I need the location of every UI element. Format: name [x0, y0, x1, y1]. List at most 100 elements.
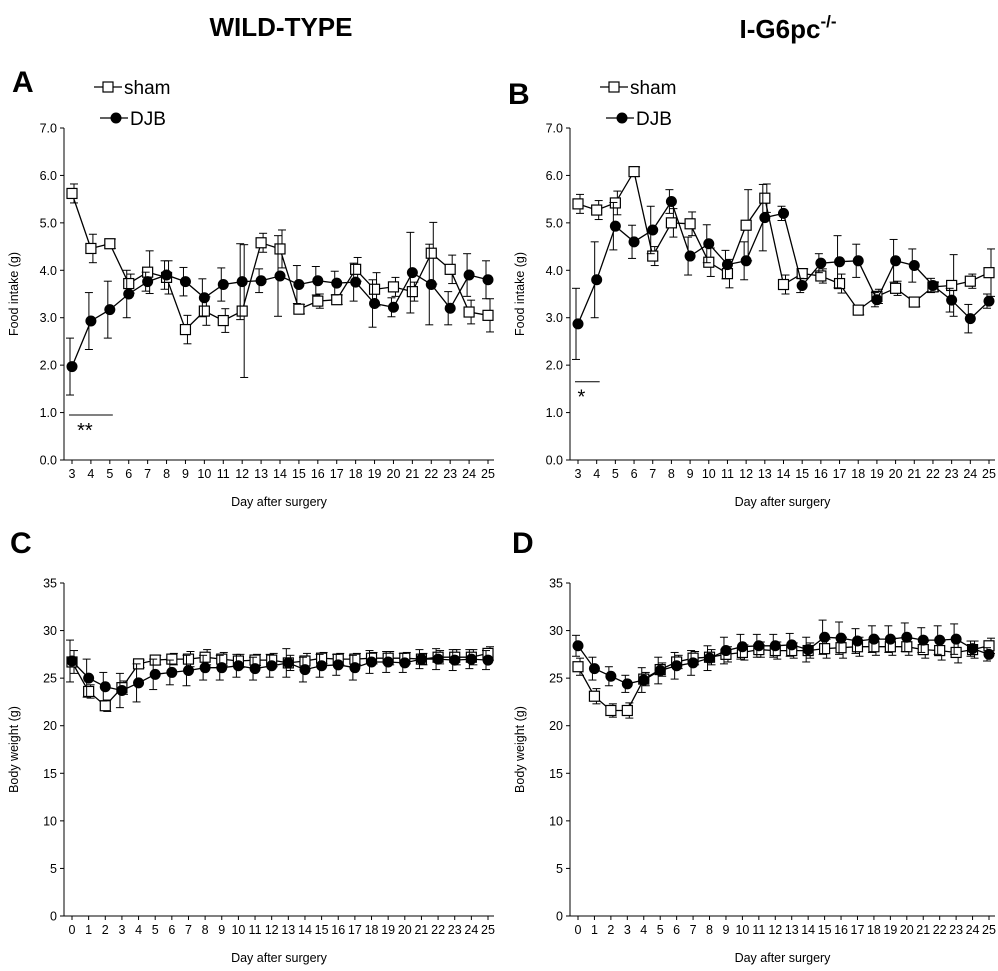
data-point-sham: [759, 192, 771, 204]
data-point-djb: [332, 659, 344, 671]
y-tick-label: 7.0: [546, 122, 563, 136]
x-tick-label: 5: [152, 923, 159, 937]
x-tick-label: 0: [575, 923, 582, 937]
y-tick-label: 10: [549, 814, 563, 828]
x-tick-label: 4: [87, 467, 94, 481]
x-axis-label: Day after surgery: [231, 951, 328, 965]
data-point-sham: [777, 278, 790, 291]
data-point-sham: [123, 277, 135, 290]
data-point-sham: [66, 187, 78, 200]
x-tick-label: 22: [424, 467, 438, 481]
x-tick-label: 15: [292, 467, 306, 481]
data-point-djb: [415, 653, 427, 665]
x-tick-label: 17: [330, 467, 344, 481]
data-point-djb: [249, 663, 261, 675]
x-tick-label: 8: [202, 923, 209, 937]
data-point-sham: [199, 651, 211, 663]
data-point-djb: [967, 643, 979, 655]
x-tick-label: 16: [311, 467, 325, 481]
data-point-djb: [331, 277, 343, 289]
x-tick-label: 14: [298, 923, 312, 937]
data-point-sham: [350, 263, 362, 275]
x-tick-label: 3: [69, 467, 76, 481]
data-point-djb: [819, 631, 831, 643]
data-point-sham: [591, 204, 603, 216]
x-tick-label: 19: [381, 923, 395, 937]
x-tick-label: 16: [814, 467, 828, 481]
x-tick-label: 20: [387, 467, 401, 481]
y-tick-label: 5: [50, 862, 57, 876]
data-point-sham: [572, 198, 584, 210]
x-tick-label: 25: [481, 467, 495, 481]
data-point-sham: [815, 270, 827, 282]
data-point-sham: [236, 305, 248, 317]
data-point-djb: [465, 653, 477, 665]
legend-marker-sham: [102, 81, 114, 93]
x-tick-label: 13: [281, 923, 295, 937]
x-tick-label: 19: [368, 467, 382, 481]
column-title-wild-type: WILD-TYPE: [210, 12, 353, 42]
data-point-djb: [149, 668, 161, 680]
x-tick-label: 23: [448, 923, 462, 937]
data-point-djb: [778, 207, 789, 219]
data-point-sham: [149, 654, 161, 666]
x-tick-label: 18: [365, 923, 379, 937]
data-point-djb: [901, 631, 913, 643]
data-point-djb: [687, 657, 699, 669]
data-point-djb: [835, 632, 847, 644]
x-tick-label: 17: [851, 923, 865, 937]
x-tick-label: 3: [575, 467, 582, 481]
legend-label-djb: DJB: [130, 109, 166, 130]
data-point-djb: [927, 279, 939, 291]
data-point-djb: [99, 681, 111, 693]
x-tick-label: 7: [185, 923, 192, 937]
data-point-djb: [216, 662, 228, 674]
x-tick-label: 12: [768, 923, 782, 937]
data-point-sham: [721, 268, 734, 280]
data-point-djb: [917, 634, 929, 646]
x-tick-label: 23: [949, 923, 963, 937]
data-point-djb: [983, 295, 995, 307]
x-tick-label: 23: [443, 467, 457, 481]
data-point-sham: [740, 219, 752, 231]
x-tick-label: 11: [752, 923, 765, 937]
x-tick-label: 1: [85, 923, 92, 937]
series-djb: [572, 183, 995, 360]
y-axis-label: Body weight (g): [513, 706, 527, 793]
x-axis-label: Day after surgery: [231, 495, 328, 509]
x-tick-label: 22: [926, 467, 940, 481]
x-tick-label: 24: [966, 923, 980, 937]
x-tick-label: 14: [801, 923, 815, 937]
x-tick-label: 9: [722, 923, 729, 937]
legend-label-djb: DJB: [636, 109, 672, 130]
x-tick-label: 4: [593, 467, 600, 481]
x-tick-label: 6: [673, 923, 680, 937]
x-tick-label: 9: [687, 467, 694, 481]
data-point-djb: [369, 297, 381, 309]
x-tick-label: 24: [462, 467, 476, 481]
y-tick-label: 1.0: [546, 406, 563, 420]
data-point-sham: [217, 314, 229, 327]
data-point-djb: [851, 635, 863, 647]
legend: sham DJB: [600, 78, 676, 130]
x-tick-label: 7: [144, 467, 151, 481]
x-tick-label: 10: [231, 923, 245, 937]
data-point-djb: [740, 255, 752, 267]
x-tick-label: 11: [249, 923, 262, 937]
y-tick-label: 0: [556, 910, 563, 924]
data-point-djb: [638, 674, 650, 686]
series-sham: [66, 183, 494, 378]
x-tick-label: 8: [163, 467, 170, 481]
data-point-djb: [382, 656, 394, 668]
data-point-djb: [834, 256, 846, 268]
data-point-djb: [665, 196, 677, 208]
legend-marker-sham: [608, 81, 620, 93]
y-tick-label: 15: [43, 767, 57, 781]
data-point-sham: [917, 643, 929, 656]
significance-marker: **: [77, 420, 93, 442]
data-point-sham: [684, 218, 696, 230]
data-point-sham: [312, 295, 324, 307]
data-point-djb: [274, 270, 286, 282]
data-point-sham: [179, 323, 192, 336]
